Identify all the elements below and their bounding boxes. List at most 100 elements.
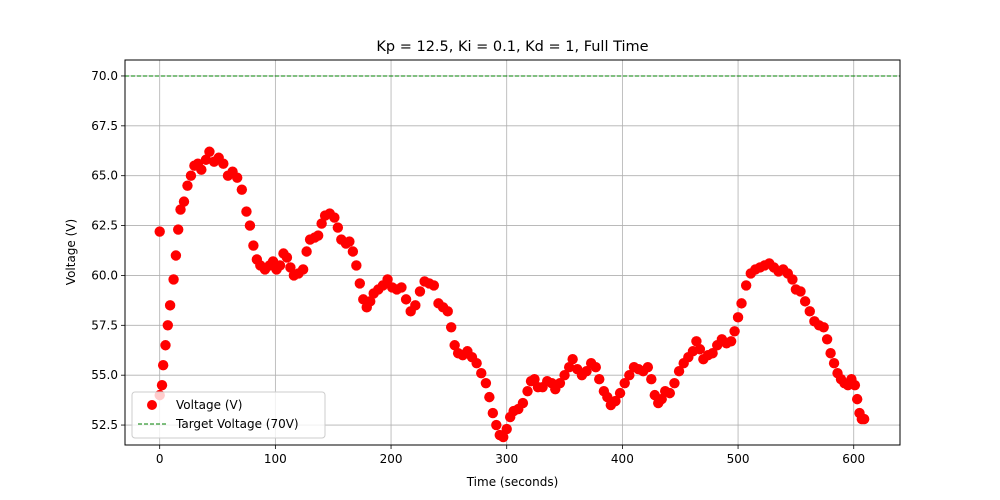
data-point [732,312,744,323]
data-point [804,306,815,317]
y-axis-label: Voltage (V) [64,219,78,285]
data-point [173,224,184,235]
data-point [501,423,512,435]
data-point [442,306,453,317]
data-point [799,296,811,307]
data-point [567,354,578,365]
data-point [301,246,312,257]
data-point [354,278,366,289]
data-point [821,334,833,345]
data-point [471,358,482,369]
data-point [382,274,393,285]
data-point [691,336,702,347]
plot-area-background [125,60,900,445]
data-point [614,387,626,399]
x-tick-label: 400 [611,452,634,466]
plot-area-frame [124,59,901,446]
data-point [281,252,293,263]
data-point [400,294,412,305]
data-point [498,431,509,443]
data-point [241,206,252,217]
data-point [694,344,706,355]
data-point [347,246,359,257]
y-tick-label: 52.5 [91,418,118,432]
data-point [787,274,798,285]
x-tick-label: 100 [264,452,287,466]
data-point [274,260,286,271]
data-point [396,282,407,293]
data-point [316,218,327,229]
plot-marks [125,75,900,443]
data-point [729,326,740,337]
x-tick-label: 500 [727,452,750,466]
data-point [480,377,492,389]
data-point [365,296,376,307]
data-point [178,196,190,207]
data-point [170,250,182,261]
x-ticks: 0 100 200 300 400 500 600 [156,445,865,466]
x-tick-label: 600 [842,452,865,466]
data-point [168,274,179,285]
data-point [297,264,309,275]
data-point [248,240,259,251]
data-point [312,230,324,241]
data-point [410,300,421,311]
y-tick-label: 65.0 [91,169,118,183]
legend-label-target: Target Voltage (70V) [175,417,299,431]
data-point [818,322,829,333]
data-point [332,222,344,233]
data-point [673,365,685,377]
data-point [646,373,657,385]
data-point [594,373,605,385]
data-point [428,280,440,291]
data-point [559,369,570,381]
data-point [590,362,601,373]
data-point [484,391,495,403]
data-point [156,379,168,391]
y-tick-label: 57.5 [91,318,118,332]
chart-title: Kp = 12.5, Ki = 0.1, Kd = 1, Full Time [376,39,648,55]
data-point [160,340,171,351]
legend-label-voltage: Voltage (V) [176,398,242,412]
data-point [164,300,176,311]
data-point [204,146,215,157]
data-point [581,365,592,377]
y-tick-label: 55.0 [91,368,118,382]
data-point [517,397,529,409]
data-point [554,377,566,389]
data-point [858,413,870,425]
data-point [736,298,747,309]
data-point [664,387,676,399]
data-point [182,180,193,191]
data-point [619,377,630,389]
data-point [218,158,229,169]
data-point [154,226,165,237]
data-point [200,154,212,165]
data-point [624,369,635,381]
legend-frame [131,391,326,439]
x-tick-label: 200 [380,452,403,466]
data-point [244,220,256,231]
data-point [449,340,460,351]
data-point [414,286,426,297]
data-point [157,360,169,371]
data-point [236,184,248,195]
data-point [669,377,680,389]
data-point [642,362,654,373]
x-tick-label: 300 [495,452,518,466]
x-axis-label: Time (seconds) [466,475,559,489]
data-point [522,385,533,397]
data-point [852,393,863,405]
y-tick-label: 70.0 [91,69,118,83]
data-point [185,170,197,181]
data-point [828,358,840,369]
data-point [795,286,806,297]
data-point [196,164,207,175]
data-point [825,348,836,359]
legend-marker-voltage [147,400,157,410]
data-point [487,407,499,419]
data-point [351,260,362,271]
data-point [344,236,355,247]
data-point [707,348,718,359]
